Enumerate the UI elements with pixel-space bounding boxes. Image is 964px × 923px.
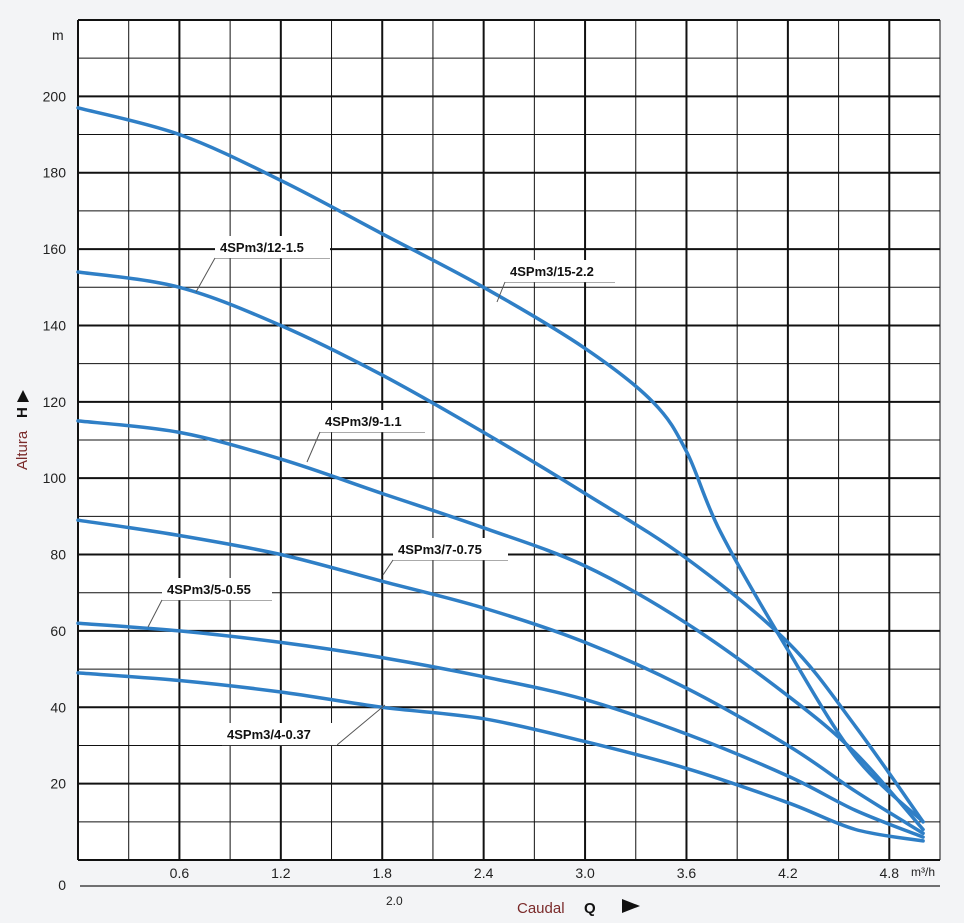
series-line — [76, 621, 925, 839]
x-tick-label: 4.2 — [778, 865, 798, 881]
x-tick-label: 3.0 — [575, 865, 595, 881]
y-axis-arrow-icon — [17, 390, 29, 402]
y-axis-title: Altura H — [14, 390, 31, 470]
series-label-leader — [336, 704, 386, 746]
y-tick-label: 80 — [50, 547, 66, 563]
series-label: 4SPm3/12-1.5 — [220, 240, 304, 255]
y-axis-title-symbol: H — [14, 407, 31, 418]
x-axis-title-symbol: Q — [584, 900, 596, 917]
series-label-box — [505, 260, 615, 282]
series-label-leader — [306, 431, 321, 463]
series-label-box — [320, 410, 425, 432]
y-tick-label: 140 — [43, 317, 67, 333]
series-label-leader — [382, 559, 394, 576]
y-unit: m — [52, 27, 64, 43]
x-tick-label: 1.8 — [373, 865, 393, 881]
y-tick-label: 200 — [43, 88, 67, 104]
series-label: 4SPm3/7-0.75 — [398, 542, 482, 557]
y-axis-title-text: Altura — [14, 430, 31, 470]
y-tick-label: 100 — [43, 470, 67, 486]
y-tick-label: 0 — [58, 877, 66, 893]
series-line — [76, 106, 925, 824]
curves — [76, 106, 925, 843]
y-tick-label: 180 — [43, 165, 67, 181]
y-tick-label: 120 — [43, 394, 67, 410]
x-unit: m³/h — [911, 865, 935, 879]
x-tick-label: 0.6 — [170, 865, 190, 881]
series-label: 4SPm3/15-2.2 — [510, 264, 594, 279]
y-tick-label: 160 — [43, 241, 67, 257]
series-label-leader — [496, 281, 506, 303]
series-line — [76, 671, 925, 843]
series-label-box — [222, 723, 337, 745]
grid — [77, 19, 941, 861]
series-line — [76, 270, 925, 824]
y-tick-label: 40 — [50, 699, 66, 715]
x-tick-label: 4.8 — [880, 865, 900, 881]
series-label-box — [162, 578, 272, 600]
y-ticks: 0 20 40 60 80 100 120 140 160 180 200 — [43, 88, 67, 893]
series-label: 4SPm3/5-0.55 — [167, 582, 251, 597]
series-label: 4SPm3/9-1.1 — [325, 414, 402, 429]
y-tick-label: 20 — [50, 776, 66, 792]
series-label-box — [215, 236, 330, 258]
x-axis-arrow-icon — [622, 899, 640, 913]
x-tick-label: 1.2 — [271, 865, 291, 881]
series-label-box — [393, 538, 508, 560]
series-line — [76, 518, 925, 836]
series-labels: 4SPm3/15-2.2 4SPm3/12-1.5 4SPm3/9-1.1 4SPm3… — [162, 236, 615, 745]
series-label-leader — [195, 257, 216, 293]
y-tick-label: 60 — [50, 623, 66, 639]
extra-x-label: 2.0 — [386, 894, 403, 908]
x-ticks: 0.6 1.2 1.8 2.4 3.0 3.6 4.2 4.8 — [170, 865, 900, 881]
series-label-leader — [147, 599, 163, 628]
x-axis-title-text: Caudal — [517, 900, 565, 917]
x-tick-label: 2.4 — [474, 865, 494, 881]
series-label: 4SPm3/4-0.37 — [227, 727, 311, 742]
x-tick-label: 3.6 — [677, 865, 697, 881]
series-line — [76, 419, 925, 832]
